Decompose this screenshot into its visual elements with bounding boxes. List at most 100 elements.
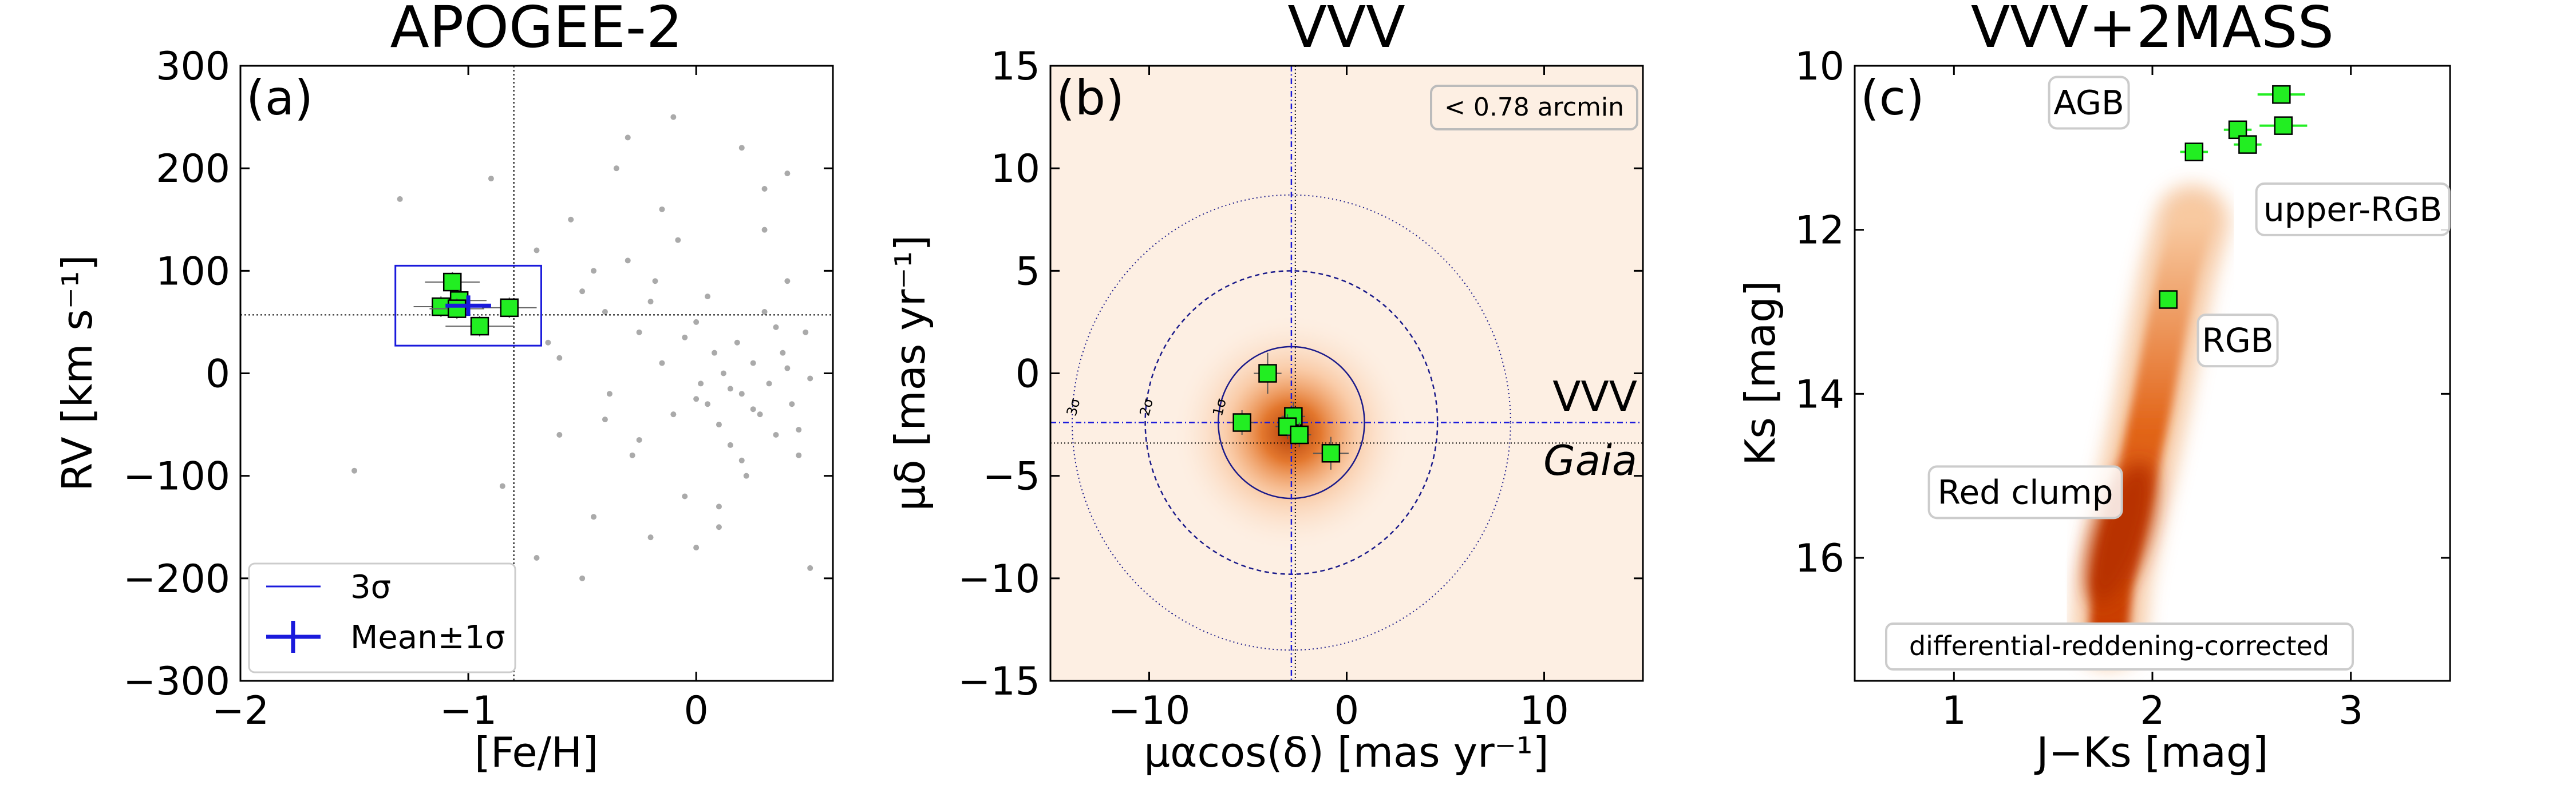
- members: [413, 272, 537, 336]
- field-star: [625, 134, 631, 141]
- field-star: [750, 360, 756, 366]
- field-star: [670, 114, 677, 120]
- gaia-label: Gaia: [1543, 437, 1637, 485]
- y-tick-label: 15: [990, 44, 1040, 89]
- region-label-box: [2196, 314, 2279, 368]
- y-tick-label: −10: [958, 557, 1040, 602]
- y-ticks: 10 12 14 16: [1795, 44, 2450, 581]
- region-label: upper-RGB: [2263, 190, 2442, 229]
- x-ticks: 1 2 3: [1942, 66, 2363, 733]
- member-marker: [1232, 413, 1251, 432]
- title: VVV+2MASS: [1971, 0, 2334, 61]
- field-star: [579, 575, 586, 581]
- field-star: [727, 442, 733, 448]
- field-star: [568, 216, 574, 223]
- field-star: [705, 294, 711, 300]
- x-tick-label: −2: [212, 688, 269, 733]
- region-label: Red clump: [1938, 473, 2113, 511]
- panel-a: −2 −1 0 −300 −200 −100 0 100 200 300 APOGEE-2 (a…: [53, 0, 834, 776]
- field-star: [807, 565, 813, 571]
- field-star: [796, 427, 802, 433]
- member-marker: [2238, 135, 2257, 154]
- x-tick-label: 3: [2338, 688, 2363, 733]
- vvv-label: VVV: [1552, 372, 1637, 421]
- y-tick-label: 10: [1795, 44, 1844, 89]
- y-ticks: −300 −200 −100 0 100 200 300: [123, 44, 833, 704]
- field-star: [647, 299, 654, 305]
- y-tick-label: 200: [156, 146, 230, 192]
- field-star: [682, 334, 688, 340]
- field-star: [556, 355, 563, 361]
- red-clump-core: [2087, 462, 2155, 605]
- field-star: [738, 145, 745, 151]
- x-ticks: −2 −1 0: [212, 66, 709, 733]
- field-star: [784, 365, 791, 371]
- member-marker: [442, 272, 462, 292]
- legend: 3σ Mean±1σ: [248, 562, 516, 673]
- field-star: [727, 386, 733, 392]
- y-tick-label: 0: [206, 352, 230, 397]
- y-tick-label: −200: [123, 557, 230, 602]
- field-star: [670, 411, 677, 418]
- field-star: [602, 309, 608, 315]
- x-tick-label: 2: [2140, 688, 2164, 733]
- legend-entry-sigma: 3σ: [350, 569, 391, 606]
- field-star: [716, 503, 722, 510]
- legend-entry-mean: Mean±1σ: [350, 619, 505, 656]
- field-star: [712, 350, 717, 356]
- field-star: [773, 324, 779, 330]
- correction-note: differential-reddening-corrected: [1909, 631, 2329, 661]
- note-box: [1885, 622, 2354, 671]
- y-tick-label: −15: [958, 659, 1040, 704]
- members: [1230, 352, 1349, 470]
- field-star: [636, 329, 642, 335]
- panel-label: (a): [246, 70, 313, 126]
- field-star: [636, 437, 642, 443]
- field-star: [545, 339, 551, 346]
- region-label-box: [2048, 76, 2130, 130]
- mean-marker: [445, 295, 491, 316]
- region-label-box: [2255, 182, 2451, 236]
- mean-lines: [1050, 66, 1643, 681]
- member-marker: [2272, 85, 2291, 104]
- x-axis-label: μαcos(δ) [mas yr⁻¹]: [1144, 728, 1548, 776]
- field-star: [534, 247, 540, 253]
- field-star: [397, 196, 403, 202]
- title: VVV: [1287, 0, 1405, 61]
- region-label-box: [1927, 465, 2123, 520]
- field-star: [743, 473, 749, 479]
- y-tick-label: 300: [156, 44, 230, 89]
- field-star: [803, 329, 809, 335]
- field-star: [757, 411, 763, 418]
- field-star: [488, 176, 494, 182]
- member-marker: [2159, 290, 2178, 309]
- y-axis-label: RV [km s⁻¹]: [53, 255, 101, 491]
- field-star: [750, 406, 756, 413]
- field-star: [780, 350, 786, 356]
- y-ticks: −15 −10 −5 0 5 10 15: [958, 44, 1643, 704]
- y-tick-label: −300: [123, 659, 230, 704]
- field-star: [761, 309, 768, 315]
- field-star: [556, 432, 563, 438]
- x-tick-label: 0: [1334, 688, 1359, 733]
- radius-annotation: < 0.78 arcmin: [1444, 93, 1624, 122]
- field-star: [579, 288, 586, 295]
- y-tick-label: −5: [983, 454, 1040, 499]
- y-tick-label: 5: [1016, 249, 1040, 294]
- field-star: [602, 417, 608, 423]
- field-star: [698, 380, 704, 387]
- title: APOGEE-2: [390, 0, 683, 61]
- x-tick-label: −10: [1108, 688, 1191, 733]
- panel-label: (c): [1860, 70, 1925, 126]
- member-marker: [447, 299, 467, 318]
- field-star: [738, 457, 745, 463]
- panel-label: (b): [1056, 70, 1124, 126]
- field-star: [659, 360, 665, 366]
- field-star: [807, 375, 813, 382]
- member-marker: [2184, 142, 2204, 161]
- field-star: [682, 493, 688, 499]
- field-star: [613, 165, 619, 172]
- y-tick-label: 0: [1016, 352, 1040, 397]
- y-tick-label: 10: [990, 146, 1040, 192]
